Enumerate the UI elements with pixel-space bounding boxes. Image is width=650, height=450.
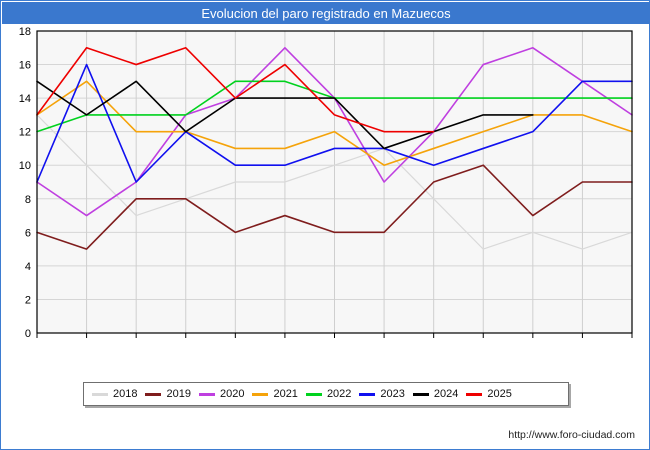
svg-text:6: 6 [25, 227, 31, 239]
legend-label: 2023 [380, 388, 405, 400]
data-series-layer [36, 46, 633, 250]
legend-label: 2022 [326, 388, 352, 400]
legend-label: 2021 [273, 388, 298, 400]
legend-swatch-2022-icon [305, 392, 322, 396]
legend-item-2021[interactable]: 2021 [252, 388, 298, 400]
legend-item-2019[interactable]: 2019 [145, 388, 191, 400]
page-title: Evolucion del paro registrado en Mazueco… [201, 5, 451, 21]
legend-swatch-2025-icon [466, 392, 483, 396]
window-title-bar: Evolucion del paro registrado en Mazueco… [2, 2, 650, 24]
svg-text:18: 18 [19, 26, 31, 38]
svg-text:12: 12 [19, 127, 31, 139]
legend-label: 2024 [433, 388, 459, 400]
svg-text:16: 16 [19, 60, 31, 72]
legend-item-2025[interactable]: 2025 [466, 388, 512, 400]
legend-item-2023[interactable]: 2023 [359, 388, 405, 400]
legend-swatch-2019-icon [145, 392, 162, 396]
legend-swatch-2020-icon [198, 392, 215, 396]
legend-item-2024[interactable]: 2024 [412, 388, 459, 400]
legend-label: 2025 [487, 388, 512, 400]
x-axis-ticks [36, 333, 633, 338]
svg-text:8: 8 [25, 194, 31, 206]
chart-legend: 2018 2019 2020 2021 2022 2023 2024 2025 [83, 382, 569, 406]
legend-label: 2020 [219, 388, 245, 400]
plot-border [36, 30, 633, 334]
legend-item-2018[interactable]: 2018 [92, 388, 137, 400]
svg-text:14: 14 [19, 93, 31, 105]
y-axis-tick-labels: 0 2 4 6 8 10 12 14 16 18 [19, 26, 31, 340]
gridlines [37, 30, 633, 333]
source-url: http://www.foro-ciudad.com [508, 429, 635, 441]
svg-text:2: 2 [25, 294, 31, 306]
legend-item-2022[interactable]: 2022 [305, 388, 352, 400]
legend-swatch-2024-icon [412, 392, 429, 396]
legend-label: 2018 [113, 388, 138, 400]
svg-text:10: 10 [19, 160, 31, 172]
legend-swatch-2023-icon [359, 392, 376, 396]
legend-swatch-2021-icon [252, 392, 269, 396]
svg-text:0: 0 [25, 328, 31, 340]
legend-label: 2019 [166, 388, 191, 400]
legend-swatch-2018-icon [92, 392, 108, 396]
legend-item-2020[interactable]: 2020 [198, 388, 245, 400]
svg-text:4: 4 [25, 261, 31, 273]
